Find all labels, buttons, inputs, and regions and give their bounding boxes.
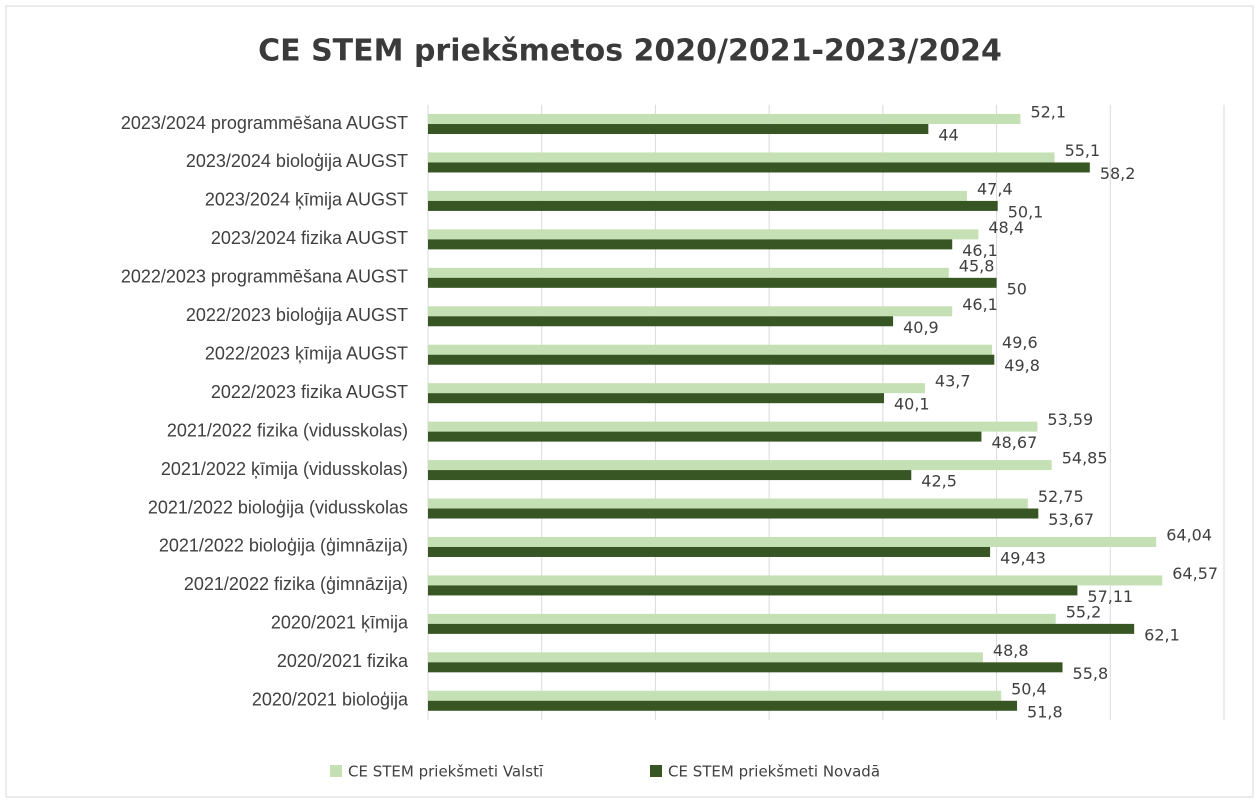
category-label: 2022/2023 fizika AUGST xyxy=(211,382,408,402)
value-label: 46,1 xyxy=(962,295,998,314)
bar xyxy=(428,498,1028,509)
category-label: 2023/2024 programmēšana AUGST xyxy=(121,113,408,133)
category-label: 2023/2024 fizika AUGST xyxy=(211,228,408,248)
bar xyxy=(428,546,991,557)
category-label: 2020/2021 fizika xyxy=(277,651,409,671)
value-label: 64,04 xyxy=(1166,525,1212,544)
bar xyxy=(428,421,1038,432)
bar xyxy=(428,124,929,135)
category-label: 2021/2022 bioloģija (vidusskolas xyxy=(148,497,408,517)
value-label: 53,59 xyxy=(1047,410,1093,429)
legend-swatch xyxy=(650,765,662,777)
category-label: 2020/2021 ķīmija xyxy=(271,613,409,633)
value-label: 55,2 xyxy=(1066,602,1102,621)
value-label: 50 xyxy=(1007,279,1027,298)
category-label: 2022/2023 ķīmija AUGST xyxy=(205,343,408,363)
category-label: 2021/2022 fizika (ģimnāzija) xyxy=(184,574,408,594)
value-label: 40,1 xyxy=(894,395,930,414)
value-label: 50,1 xyxy=(1008,202,1044,221)
value-label: 55,1 xyxy=(1065,141,1101,160)
legend-label: CE STEM priekšmeti Valstī xyxy=(348,763,544,781)
bar xyxy=(428,190,968,201)
value-label: 51,8 xyxy=(1027,702,1063,721)
bar xyxy=(428,431,982,442)
bar xyxy=(428,508,1039,519)
bar xyxy=(428,690,1002,701)
value-label: 40,9 xyxy=(903,318,939,337)
category-label: 2023/2024 ķīmija AUGST xyxy=(205,190,408,210)
category-label: 2021/2022 ķīmija (vidusskolas) xyxy=(161,459,408,479)
value-label: 43,7 xyxy=(935,372,971,391)
value-label: 50,4 xyxy=(1011,679,1047,698)
category-label: 2022/2023 programmēšana AUGST xyxy=(121,267,408,287)
bar xyxy=(428,575,1163,586)
bar xyxy=(428,460,1052,471)
bar xyxy=(428,536,1157,547)
bar xyxy=(428,383,925,394)
bar xyxy=(428,613,1056,624)
value-label: 49,6 xyxy=(1002,333,1038,352)
value-label: 52,75 xyxy=(1038,487,1084,506)
bar xyxy=(428,700,1018,711)
bar xyxy=(428,354,995,365)
bar xyxy=(428,662,1063,673)
value-label: 49,43 xyxy=(1000,548,1046,567)
value-label: 57,11 xyxy=(1087,587,1133,606)
value-label: 42,5 xyxy=(921,472,957,491)
bar xyxy=(428,393,884,404)
bar xyxy=(428,316,894,327)
bar xyxy=(428,114,1021,125)
value-label: 48,4 xyxy=(988,218,1024,237)
bar xyxy=(428,652,983,663)
legend-swatch xyxy=(330,765,342,777)
category-label: 2021/2022 bioloģija (ģimnāzija) xyxy=(159,536,408,556)
category-label: 2023/2024 bioloģija AUGST xyxy=(186,151,408,171)
value-label: 45,8 xyxy=(959,256,995,275)
bar xyxy=(428,470,912,481)
value-label: 54,85 xyxy=(1062,449,1108,468)
value-label: 49,8 xyxy=(1004,356,1040,375)
value-label: 44 xyxy=(938,126,958,145)
value-label: 47,4 xyxy=(977,179,1013,198)
value-label: 62,1 xyxy=(1144,625,1180,644)
value-label: 52,1 xyxy=(1030,103,1066,122)
bar xyxy=(428,306,953,317)
bar xyxy=(428,277,997,288)
bar xyxy=(428,623,1135,634)
legend-label: CE STEM priekšmeti Novadā xyxy=(668,763,880,781)
value-label: 58,2 xyxy=(1100,164,1136,183)
bar xyxy=(428,267,949,278)
bar xyxy=(428,152,1055,163)
category-label: 2020/2021 bioloģija xyxy=(252,690,409,710)
bar xyxy=(428,229,979,240)
bar xyxy=(428,162,1090,173)
value-label: 64,57 xyxy=(1172,564,1218,583)
value-label: 53,67 xyxy=(1048,510,1094,529)
bar xyxy=(428,239,953,250)
chart-title: CE STEM priekšmetos 2020/2021-2023/2024 xyxy=(258,34,1002,69)
bar xyxy=(428,585,1078,596)
bar xyxy=(428,200,998,211)
value-label: 55,8 xyxy=(1073,664,1109,683)
category-label: 2022/2023 bioloģija AUGST xyxy=(186,305,408,325)
value-label: 48,67 xyxy=(991,433,1037,452)
value-label: 46,1 xyxy=(962,241,998,260)
value-label: 48,8 xyxy=(993,641,1029,660)
bar xyxy=(428,344,993,355)
category-label: 2021/2022 fizika (vidusskolas) xyxy=(167,420,408,440)
